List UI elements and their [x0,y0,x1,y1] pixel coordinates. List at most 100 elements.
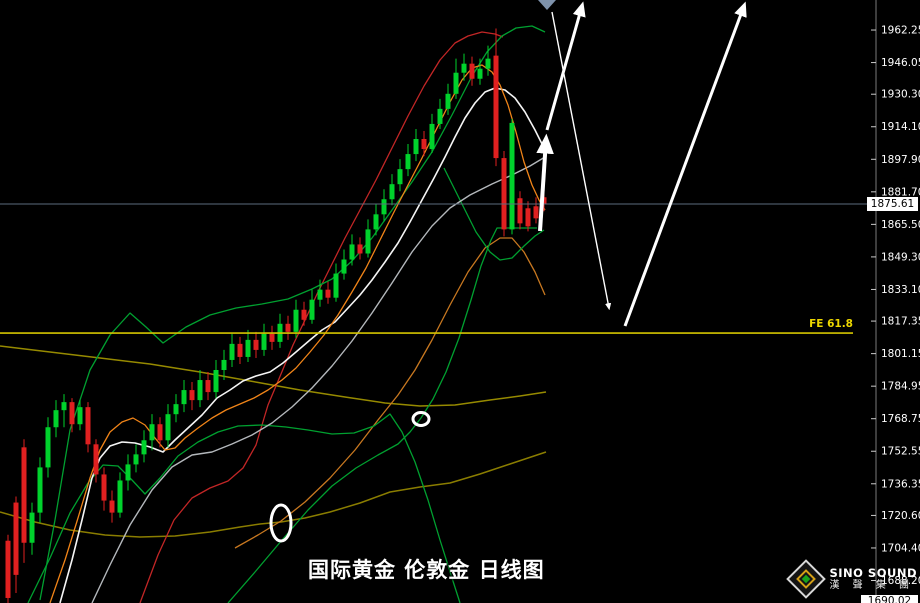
candle-up [173,404,179,415]
ma-olive-upper [0,345,547,407]
candle-up [461,63,467,73]
current-price-tag: 1875.61 [867,197,918,212]
candle-up [485,58,491,69]
candle-up [445,93,451,109]
axis-label: 1833.10 [881,284,920,296]
drawn-annotations [269,0,747,543]
axis-label: 1930.30 [881,89,920,101]
candle-down [21,447,27,543]
candle-down [69,402,75,425]
candle-down [253,339,259,350]
candle-up [229,343,235,360]
candle-down [5,540,11,598]
candle-down [525,208,531,227]
candle-down [109,500,115,513]
candle-down [517,198,523,224]
circle-annotation-small [411,411,431,427]
candle-up [261,333,267,350]
candle-down [285,323,291,332]
candle-up [373,214,379,230]
axis-label: 1720.60 [881,510,920,522]
axis-label: 1914.10 [881,121,920,133]
candle-down [101,474,107,501]
up-arrow-right [623,1,747,327]
candle-down [493,55,499,159]
fibonacci-extension-label: FE 61.8 [809,318,853,331]
down-arrowhead-marker [538,0,556,10]
candle-up [133,454,139,465]
candle-down [501,158,507,230]
bollinger-middle [59,87,546,603]
candle-up [509,122,515,230]
candle-up [317,289,323,300]
candle-up [453,72,459,94]
axis-label: 1962.25 [881,25,920,37]
candle-down [157,424,163,441]
axis-label: 1849.30 [881,251,920,263]
axis-label: 1897.90 [881,154,920,166]
axis-label: 1768.75 [881,413,920,425]
circle-annotation-large [269,503,293,543]
candle-down [205,380,211,393]
candle-up [29,512,35,543]
candle-up [341,259,347,274]
up-arrow-left [545,1,586,131]
axis-label: 1881.70 [881,186,920,198]
axis-label: 1801.15 [881,348,920,360]
candle-up [165,414,171,441]
candle-down [301,309,307,320]
ma-orange-slow [234,237,546,549]
candle-up [125,464,131,481]
candle-up [149,424,155,441]
candle-up [381,199,387,215]
candle-down [93,444,99,475]
ma-green-fast [443,167,545,261]
sino-sound-logo: SINO SOUND 漢 聲 集 團 [786,559,917,599]
candle-up [117,480,123,513]
candle-down [357,244,363,254]
candle-up [397,169,403,185]
candle-up [333,273,339,298]
candle-up [309,299,315,320]
candle-up [365,229,371,254]
bollinger-upper [39,25,546,601]
candle-down [269,333,275,342]
ma-red [139,31,504,603]
candle-up [429,123,435,150]
ma-olive-lower [0,451,547,538]
axis-label: 1817.35 [881,316,920,328]
candle-up [293,309,299,332]
candle-up [77,407,83,425]
candle-up [477,68,483,79]
logo-brand-name: SINO SOUND [829,566,917,581]
moving-average-lines [0,25,547,603]
ma-gray [91,156,546,603]
candle-up [213,369,219,393]
ma-green [227,227,537,603]
axis-label: 1704.40 [881,542,920,554]
ma-orange-fast [49,64,546,603]
candle-up [245,339,251,357]
logo-chinese-name: 漢 聲 集 團 [829,579,914,591]
partial-price-tag: 1690.02 [861,595,918,603]
candlestick-series [5,28,547,603]
candle-up [141,440,147,455]
candle-up [413,138,419,155]
axis-label: 1752.55 [881,446,920,458]
candle-up [61,402,67,411]
candle-down [85,407,91,445]
axis-label: 1736.35 [881,478,920,490]
candle-down [469,63,475,79]
candle-down [325,289,331,298]
axis-label: 1784.95 [881,381,920,393]
price-axis: 1962.25 1946.05 1930.30 1914.10 1897.90 1881.… [871,0,920,603]
axis-label: 1946.05 [881,57,920,69]
candle-up [389,184,395,200]
candle-down [421,138,427,150]
logo-diamond-icon [786,559,827,599]
candle-up [221,359,227,370]
candle-up [437,108,443,124]
axis-label: 1865.50 [881,219,920,231]
